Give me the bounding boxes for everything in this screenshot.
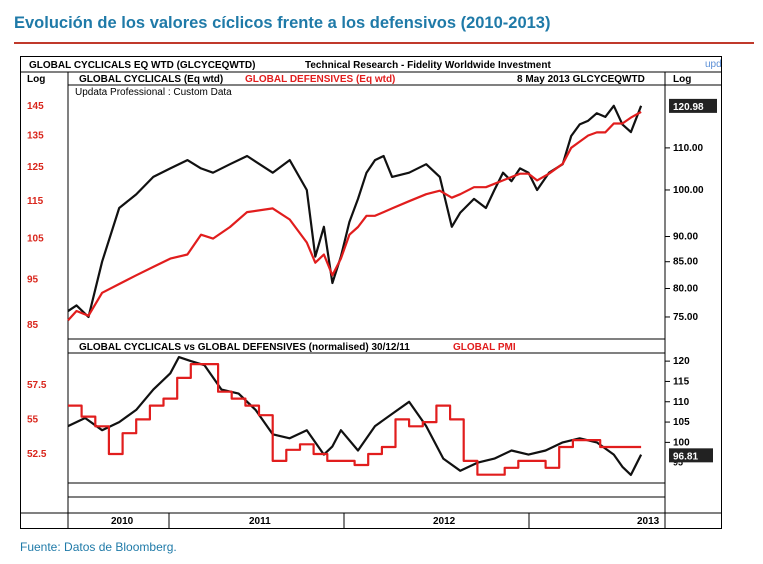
page-title: Evolución de los valores cíclicos frente…: [14, 14, 551, 32]
bottom-left-tick-label: 52.5: [27, 449, 47, 460]
bottom-right-tick-label: 105: [673, 417, 690, 428]
top-series-1-label: GLOBAL CYCLICALS (Eq wtd): [79, 74, 223, 85]
bottom-left-tick-label: 57.5: [27, 380, 47, 391]
chart-svg: GLOBAL CYCLICALS EQ WTD (GLCYCEQWTD) Tec…: [21, 59, 721, 528]
title-divider: [14, 42, 754, 44]
top-left-tick-label: 105: [27, 234, 44, 245]
axes-layer: 85 95 105 115 125 135 145 75.00 80.00 85.00 90.00 1…: [27, 101, 704, 528]
x-tick-label: 2011: [249, 516, 271, 527]
date-code-label: 8 May 2013 GLCYCEQWTD: [517, 74, 645, 85]
source-note: Fuente: Datos de Bloomberg.: [20, 540, 177, 554]
top-left-tick-label: 115: [27, 196, 44, 207]
top-defensives-line: [67, 110, 642, 322]
top-right-tick-label: 75.00: [673, 312, 698, 323]
bottom-current-badge-label: 96.81: [673, 451, 698, 462]
bottom-right-tick-label: 120: [673, 356, 690, 367]
top-right-tick-label: 85.00: [673, 257, 698, 268]
bottom-ratio-line: [67, 356, 643, 476]
top-left-tick-label: 85: [27, 320, 39, 331]
chart-subtitle: Updata Professional : Custom Data: [75, 87, 232, 98]
top-series-2-label: GLOBAL DEFENSIVES (Eq wtd): [245, 74, 395, 85]
top-left-tick-label: 95: [27, 275, 39, 286]
top-panel: [67, 71, 666, 340]
top-cyclicals-line: [67, 104, 643, 319]
bottom-right-extra-tick-label: 95: [673, 458, 683, 468]
provider-label: Technical Research - Fidelity Worldwide …: [305, 60, 551, 71]
instrument-label: GLOBAL CYCLICALS EQ WTD (GLCYCEQWTD): [29, 60, 255, 71]
x-tick-label: 2010: [111, 516, 134, 527]
top-right-tick-label: 110.00: [673, 143, 703, 154]
lines-layer: [67, 104, 643, 476]
log-label-left: Log: [27, 74, 45, 85]
top-current-badge-label: 120.98: [673, 102, 704, 113]
updata-logo: updata: [705, 59, 721, 70]
top-left-tick-label: 135: [27, 130, 44, 141]
bottom-right-tick-label: 110: [673, 397, 690, 408]
top-left-tick-label: 145: [27, 101, 44, 112]
bottom-current-badge: [669, 448, 713, 463]
top-left-tick-label: 125: [27, 162, 44, 173]
log-label-right: Log: [673, 74, 691, 85]
bottom-left-tick-label: 55: [27, 414, 39, 425]
bottom-series-2-label: GLOBAL PMI: [453, 342, 516, 353]
x-tick-label: 2013: [637, 516, 660, 527]
top-right-tick-label: 100.00: [673, 185, 704, 196]
chart-frame: GLOBAL CYCLICALS EQ WTD (GLCYCEQWTD) Tec…: [20, 56, 722, 529]
bottom-panel: [67, 338, 666, 498]
top-current-badge: [669, 98, 717, 113]
top-right-tick-label: 80.00: [673, 283, 698, 294]
bottom-right-tick-label: 115: [673, 376, 690, 387]
bottom-pmi-line: [68, 363, 642, 476]
bottom-panel-title: GLOBAL CYCLICALS vs GLOBAL DEFENSIVES (n…: [79, 342, 410, 353]
bottom-right-tick-label: 100: [673, 437, 690, 448]
badge-layer: 120.98 96.81: [669, 98, 717, 463]
x-tick-label: 2012: [433, 516, 456, 527]
top-right-tick-label: 90.00: [673, 231, 698, 242]
